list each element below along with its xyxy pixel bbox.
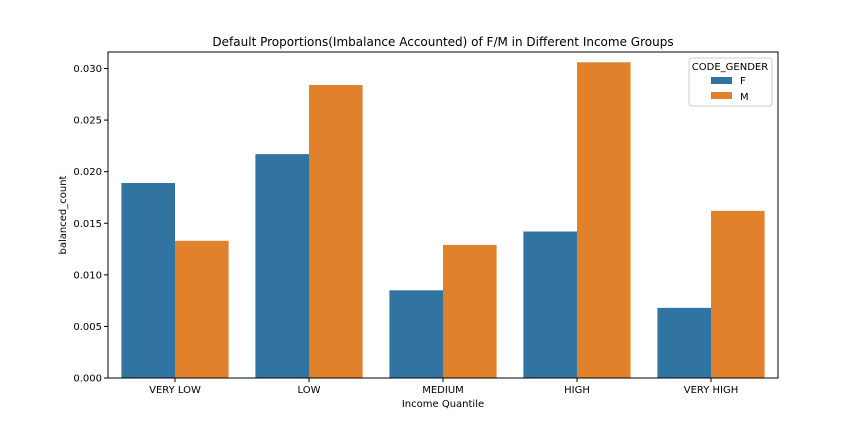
y-tick-label: 0.020 — [73, 167, 102, 178]
bar-m-low — [309, 85, 363, 378]
bar-f-high — [523, 231, 577, 378]
bar-m-very-high — [711, 210, 765, 378]
y-tick-label: 0.005 — [73, 322, 102, 333]
legend-label-f: F — [740, 76, 746, 87]
x-tick-label: VERY LOW — [149, 385, 201, 396]
legend: CODE_GENDER F M — [688, 57, 773, 107]
chart-title: Default Proportions(Imbalance Accounted)… — [212, 35, 673, 49]
bars-group — [121, 62, 765, 378]
bar-f-medium — [389, 290, 443, 378]
legend-label-m: M — [740, 92, 749, 103]
y-tick-label: 0.025 — [73, 116, 102, 127]
y-axis-label: balanced_count — [58, 175, 69, 254]
x-axis: VERY LOW LOW MEDIUM HIGH VERY HIGH — [149, 378, 738, 396]
legend-swatch-m — [711, 92, 732, 99]
x-tick-label: MEDIUM — [422, 385, 464, 396]
x-tick-label: VERY HIGH — [684, 385, 739, 396]
y-tick-label: 0.015 — [73, 219, 102, 230]
y-tick-label: 0.000 — [73, 374, 102, 385]
x-tick-label: LOW — [298, 385, 321, 396]
bar-f-very-low — [121, 183, 175, 378]
y-tick-label: 0.010 — [73, 270, 102, 281]
bar-f-low — [255, 154, 309, 378]
x-axis-label: Income Quantile — [402, 399, 484, 410]
bar-m-very-low — [175, 240, 229, 378]
bar-m-high — [577, 62, 631, 378]
legend-title: CODE_GENDER — [692, 62, 768, 73]
x-tick-label: HIGH — [564, 385, 590, 396]
bar-m-medium — [443, 244, 497, 378]
y-axis: 0.000 0.005 0.010 0.015 0.020 0.025 0.030 — [73, 64, 108, 385]
bar-f-very-high — [657, 307, 711, 378]
legend-swatch-f — [711, 77, 732, 84]
plot-frame — [107, 51, 779, 379]
y-tick-label: 0.030 — [73, 64, 102, 75]
